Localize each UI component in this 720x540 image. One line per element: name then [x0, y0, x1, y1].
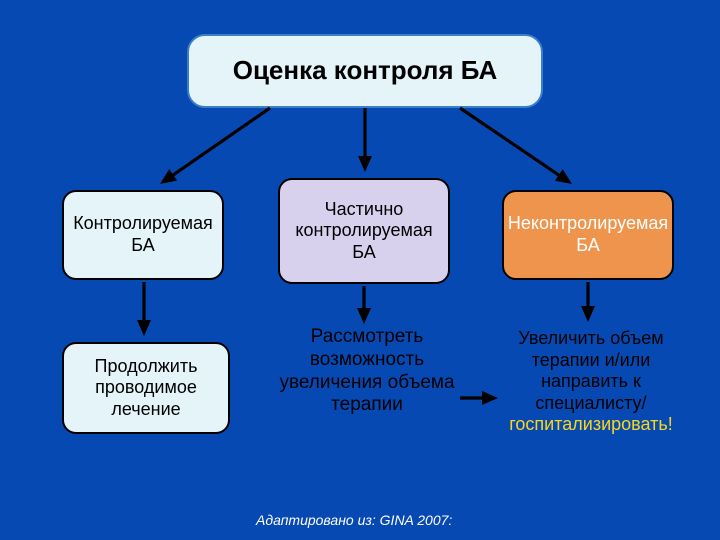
node-partial-label: Частично контролируемая БА — [288, 199, 440, 264]
text-escalate-a: Увеличить объем терапии и/или направить … — [518, 328, 663, 413]
node-continue-label: Продолжить проводимое лечение — [72, 356, 220, 421]
node-uncontrolled: Неконтролируемая БА — [502, 190, 674, 280]
node-controlled: Контролируемая БА — [62, 190, 224, 280]
text-consider-increase: Рассмотреть возможность увеличения объем… — [278, 326, 456, 417]
title-node: Оценка контроля БА — [187, 34, 543, 108]
footnote-label: Адаптировано из: GINA 2007: — [256, 512, 452, 528]
footnote: Адаптировано из: GINA 2007: — [256, 512, 452, 528]
node-partial: Частично контролируемая БА — [278, 178, 450, 284]
title-node-label: Оценка контроля БА — [233, 55, 498, 86]
text-consider-increase-label: Рассмотреть возможность увеличения объем… — [279, 326, 454, 415]
node-controlled-label: Контролируемая БА — [73, 213, 213, 256]
node-uncontrolled-label: Неконтролируемая БА — [508, 213, 668, 256]
node-continue: Продолжить проводимое лечение — [62, 342, 230, 434]
text-escalate-b: госпитализировать! — [509, 414, 673, 434]
text-escalate: Увеличить объем терапии и/или направить … — [494, 328, 688, 436]
